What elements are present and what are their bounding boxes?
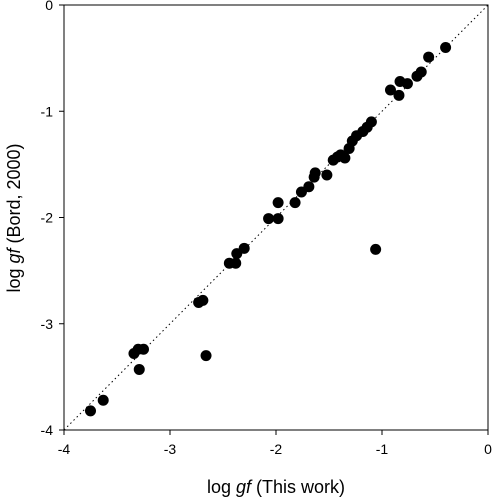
x-axis-title-suffix: (This work) [251, 477, 345, 497]
y-tick-label: 0 [45, 0, 53, 13]
data-point [85, 405, 96, 417]
data-point [197, 294, 209, 306]
data-point [370, 243, 382, 255]
y-axis-title-prefix: log [4, 264, 24, 293]
data-point [97, 394, 109, 406]
x-axis-title-prefix: log [207, 477, 236, 497]
data-point [272, 213, 284, 225]
data-point [401, 78, 413, 90]
x-axis-title: log gf (This work) [207, 477, 345, 497]
y-axis-title-italic: gf [4, 247, 24, 264]
data-point [263, 213, 275, 225]
y-axis-title: log gf (Bord, 2000) [4, 143, 24, 292]
y-tick-label: -3 [41, 316, 54, 332]
data-point [393, 89, 405, 101]
x-tick-label: 0 [484, 441, 492, 457]
data-point [272, 197, 284, 209]
data-point [415, 66, 427, 78]
data-point [289, 197, 301, 209]
y-axis-ticks: -4 -3 -2 -1 0 [41, 0, 64, 438]
x-tick-label: -2 [270, 441, 283, 457]
x-tick-label: -4 [58, 441, 71, 457]
x-tick-label: -1 [376, 441, 389, 457]
data-point [238, 242, 250, 254]
y-tick-label: -2 [41, 210, 54, 226]
x-tick-label: -3 [164, 441, 177, 457]
data-point [339, 152, 351, 164]
x-axis-title-italic: gf [236, 477, 253, 497]
data-point [230, 257, 242, 269]
y-tick-label: -1 [41, 103, 54, 119]
data-point [138, 343, 149, 355]
data-point [440, 42, 452, 53]
data-points [85, 42, 452, 417]
data-point [384, 84, 396, 96]
y-axis-title-suffix: (Bord, 2000) [4, 143, 24, 248]
data-point [200, 350, 212, 362]
data-point [365, 116, 377, 128]
data-point [303, 181, 315, 193]
data-point [423, 51, 435, 63]
y-tick-label: -4 [41, 422, 54, 438]
data-point [309, 167, 321, 179]
data-point [321, 169, 333, 181]
data-point [133, 363, 145, 375]
x-axis-ticks: -4 -3 -2 -1 0 [58, 430, 492, 457]
